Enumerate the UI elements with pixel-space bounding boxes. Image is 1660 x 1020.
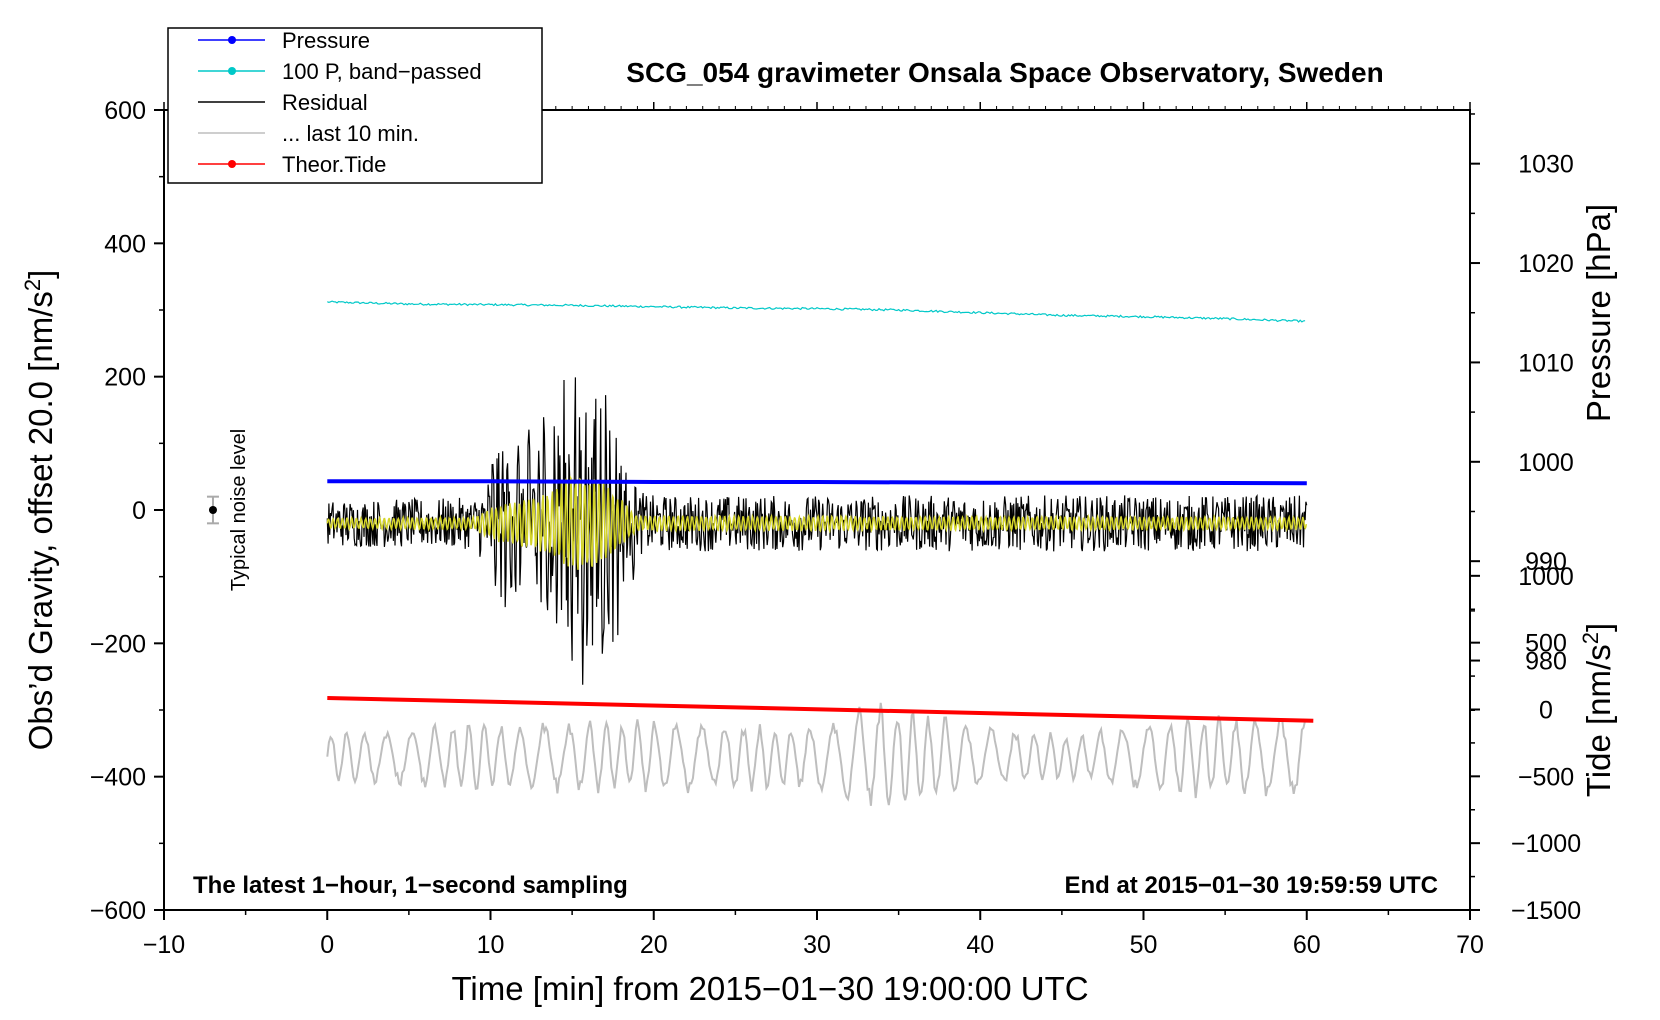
y-tick-label: −400 [90, 764, 146, 792]
tide-tick-label: −500 [1518, 763, 1574, 791]
legend-marker [228, 36, 236, 44]
x-tick-label: 70 [1456, 931, 1484, 959]
chart-title: SCG_054 gravimeter Onsala Space Observat… [626, 57, 1383, 88]
x-tick-label: 50 [1130, 931, 1158, 959]
legend: Pressure 100 P, band−passed Residual ... la… [167, 27, 543, 184]
left-axis-title: Obs’d Gravity, offset 20.0 [nm/s2] [20, 270, 59, 751]
tide-tick-label: 500 [1525, 630, 1567, 658]
legend-label: 100 P, band−passed [282, 59, 482, 84]
y-tick-label: −200 [90, 630, 146, 658]
x-tick-label: 10 [477, 931, 505, 959]
axis-layer: −10 0 10 20 30 40 50 60 706004002000−200−400−600… [90, 97, 1581, 959]
y-tick-label: 600 [104, 97, 146, 125]
tide-axis-title: Tide [nm/s2] [1578, 623, 1617, 797]
legend-marker [228, 67, 236, 75]
series-layer [326, 300, 1314, 806]
legend-box [167, 27, 543, 184]
x-tick-label: −10 [143, 931, 185, 959]
pressure-tick-label: 1030 [1518, 151, 1574, 179]
sampling-annotation: The latest 1−hour, 1−second sampling [193, 872, 628, 899]
end-time-annotation: End at 2015−01−30 19:59:59 UTC [1064, 872, 1438, 899]
x-tick-label: 30 [803, 931, 831, 959]
pressure-tick-label: 1000 [1518, 449, 1574, 477]
x-tick-label: 0 [320, 931, 334, 959]
series-last-10-min [326, 702, 1307, 806]
legend-marker [228, 160, 236, 168]
x-tick-label: 60 [1293, 931, 1321, 959]
pressure-tick-label: 990 [1525, 548, 1567, 576]
series-theor-tide [327, 696, 1314, 723]
pressure-tick-label: 1020 [1518, 250, 1574, 278]
tide-axis-title-end: ] [1580, 623, 1617, 632]
left-axis-title-sup: 2 [20, 279, 45, 291]
y-tick-label: 200 [104, 364, 146, 392]
x-tick-label: 20 [640, 931, 668, 959]
tide-axis-title-sup: 2 [1578, 632, 1603, 644]
x-tick-label: 40 [966, 931, 994, 959]
noise-point [208, 506, 217, 514]
legend-label: Theor.Tide [282, 152, 386, 177]
pressure-tick-label: 1010 [1518, 349, 1574, 377]
tide-tick-label: −1500 [1511, 897, 1581, 925]
y-tick-label: 0 [132, 497, 146, 525]
pressure-axis-title: Pressure [hPa] [1580, 204, 1617, 422]
y-tick-label: 400 [104, 230, 146, 258]
series-filtered-residual [326, 475, 1308, 570]
noise-level-label: Typical noise level [228, 429, 250, 591]
y-tick-label: −600 [90, 897, 146, 925]
tide-tick-label: 0 [1539, 696, 1553, 724]
x-axis-title: Time [min] from 2015−01−30 19:00:00 UTC [451, 970, 1088, 1007]
legend-label: Pressure [282, 28, 370, 53]
series-pressure [327, 479, 1307, 486]
series-bandpassed-pressure [327, 300, 1306, 323]
tide-axis-title-main: Tide [nm/s [1580, 644, 1617, 797]
legend-label: Residual [282, 90, 368, 115]
tide-tick-label: −1000 [1511, 830, 1581, 858]
left-axis-title-end: ] [22, 270, 59, 279]
left-axis-title-main: Obs’d Gravity, offset 20.0 [nm/s [22, 291, 59, 750]
noise-level-marker [206, 495, 219, 525]
pressure-tick-label: 980 [1525, 648, 1567, 676]
legend-label: ... last 10 min. [282, 121, 419, 146]
tide-tick-label: 1000 [1518, 563, 1574, 591]
